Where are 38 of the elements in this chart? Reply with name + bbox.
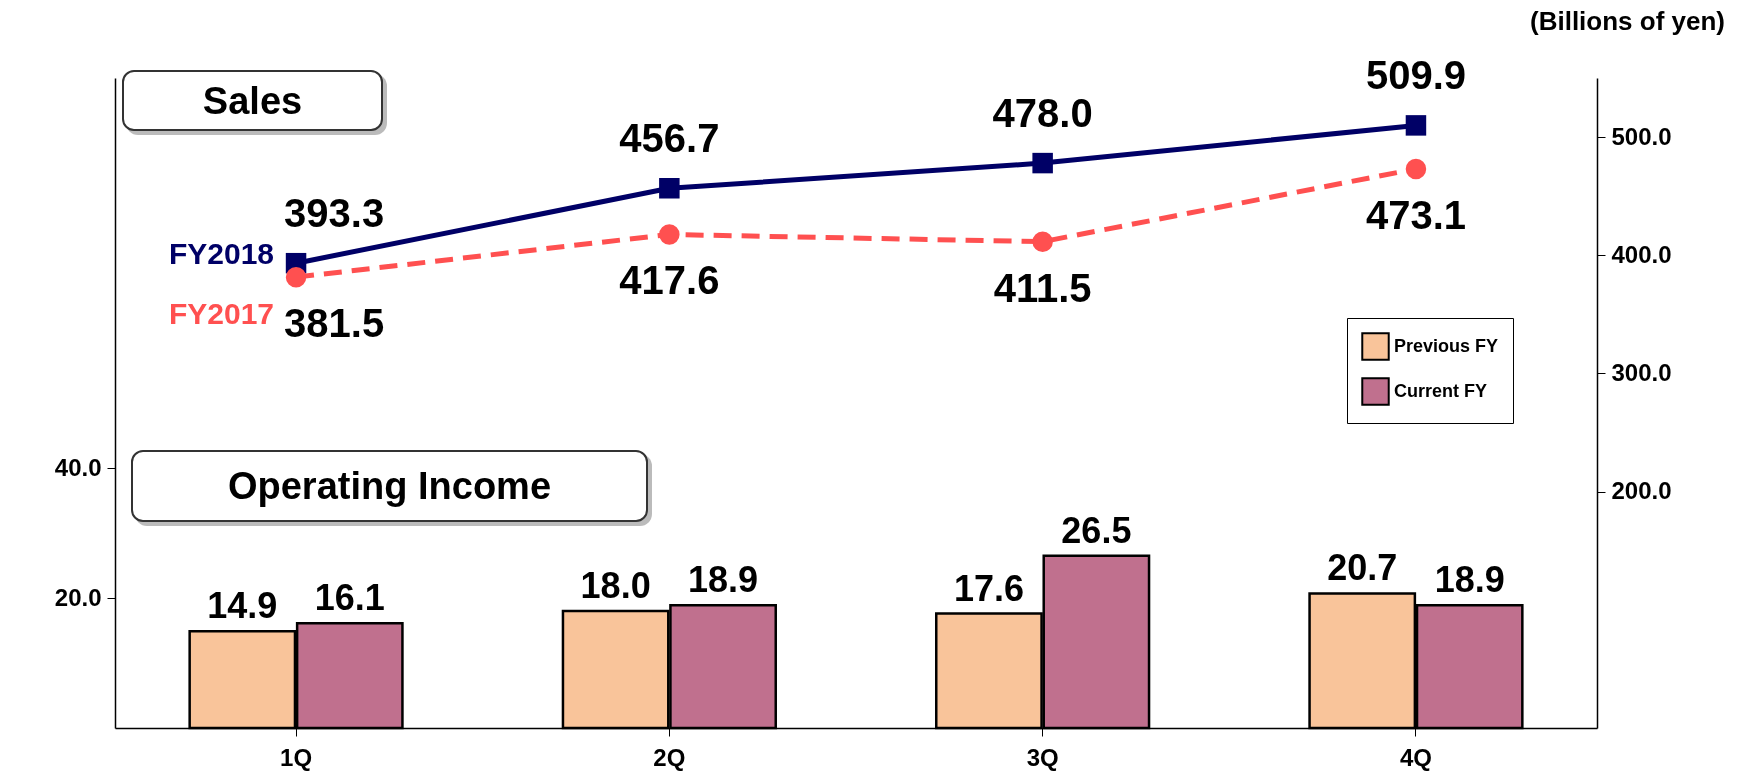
data-label: 393.3	[284, 191, 385, 236]
legend-label: Previous FY	[1394, 335, 1499, 356]
data-label: 17.6	[953, 567, 1024, 609]
legend-label: Current FY	[1394, 380, 1488, 401]
y-tick-label: 40.0	[54, 453, 102, 481]
data-label: 18.0	[580, 565, 651, 606]
point	[1405, 158, 1427, 180]
y2-tick-label: 500.0	[1611, 122, 1672, 150]
data-label: 14.9	[207, 585, 278, 627]
y-tick-label: 20.0	[54, 583, 102, 611]
data-label: 26.5	[1061, 509, 1132, 551]
point	[659, 224, 680, 245]
data-label: 20.7	[1327, 547, 1398, 589]
point	[1032, 152, 1053, 174]
series-label: FY2017	[168, 297, 275, 331]
data-label: 456.7	[619, 116, 720, 161]
text: (Billions of yen)	[1530, 6, 1725, 36]
point	[1405, 115, 1427, 136]
x-tick-label: 1Q	[280, 743, 313, 771]
point	[285, 266, 307, 288]
data-label: 478.0	[992, 91, 1093, 136]
y2-tick-label: 400.0	[1611, 240, 1672, 268]
data-label: 18.9	[1434, 559, 1505, 601]
x-tick-label: 2Q	[653, 743, 686, 771]
data-label: 18.9	[688, 559, 759, 601]
data-label: 473.1	[1365, 192, 1466, 237]
series-label: FY2018	[168, 237, 275, 271]
data-label: 381.5	[284, 301, 385, 346]
x-tick-label: 4Q	[1399, 743, 1432, 771]
y2-tick-label: 200.0	[1611, 477, 1672, 505]
data-label: 509.9	[1365, 53, 1466, 98]
data-label: 417.6	[619, 258, 720, 303]
point	[659, 178, 680, 199]
data-label: 16.1	[314, 577, 385, 619]
y2-tick-label: 300.0	[1611, 358, 1672, 386]
data-label: 411.5	[993, 265, 1092, 310]
point	[1032, 231, 1053, 252]
x-tick-label: 3Q	[1026, 743, 1059, 771]
